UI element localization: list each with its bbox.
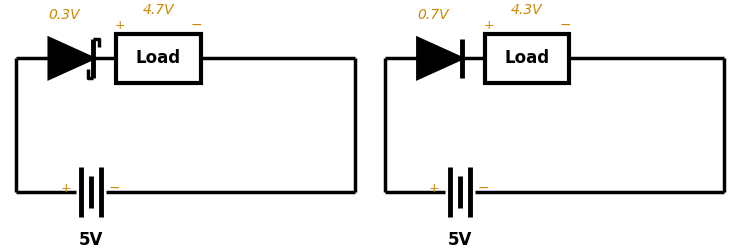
Text: −: − xyxy=(477,181,489,195)
Text: 0.7V: 0.7V xyxy=(417,8,449,22)
Text: 5V: 5V xyxy=(448,231,472,249)
Text: Load: Load xyxy=(505,49,550,67)
Polygon shape xyxy=(418,38,462,78)
Text: Load: Load xyxy=(135,49,181,67)
Polygon shape xyxy=(49,38,93,78)
Text: −: − xyxy=(109,181,121,195)
Text: −: − xyxy=(559,18,571,32)
Text: −: − xyxy=(191,18,203,32)
Text: 5V: 5V xyxy=(79,231,104,249)
Text: +: + xyxy=(61,182,71,195)
Text: 0.3V: 0.3V xyxy=(49,8,81,22)
Bar xyxy=(485,34,569,83)
Text: +: + xyxy=(429,182,440,195)
Bar xyxy=(116,34,201,83)
Text: +: + xyxy=(483,19,494,32)
Text: 4.3V: 4.3V xyxy=(511,3,542,17)
Text: 4.7V: 4.7V xyxy=(143,3,174,17)
Text: +: + xyxy=(115,19,125,32)
